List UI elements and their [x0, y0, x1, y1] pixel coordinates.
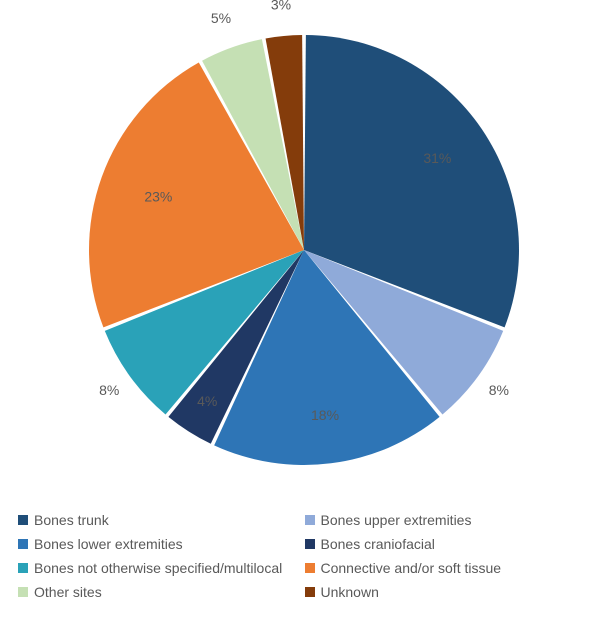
legend-item: Bones not otherwise specified/multilocal — [18, 556, 305, 580]
pie-chart: 31% 8% 18% 4% 8% 23% 5% 3% Bones trunk Bones upp… — [0, 0, 609, 644]
legend-item: Bones craniofacial — [305, 532, 592, 556]
legend-label: Bones not otherwise specified/multilocal — [34, 560, 282, 576]
legend-label: Bones trunk — [34, 512, 109, 528]
slice-label: 8% — [99, 382, 119, 398]
pie-area: 31% 8% 18% 4% 8% 23% 5% 3% — [0, 0, 609, 500]
legend-swatch — [18, 539, 28, 549]
pie-svg: 31% 8% 18% 4% 8% 23% 5% 3% — [0, 0, 609, 500]
slice-label: 23% — [144, 188, 172, 204]
legend-swatch — [18, 515, 28, 525]
slice-label: 5% — [211, 10, 231, 26]
slice-label: 31% — [423, 150, 451, 166]
legend-swatch — [305, 515, 315, 525]
slice-label: 18% — [311, 407, 339, 423]
legend-swatch — [18, 563, 28, 573]
legend-swatch — [18, 587, 28, 597]
legend-item: Other sites — [18, 580, 305, 604]
legend-item: Bones trunk — [18, 508, 305, 532]
legend-swatch — [305, 563, 315, 573]
legend-item: Bones lower extremities — [18, 532, 305, 556]
legend-label: Other sites — [34, 584, 102, 600]
legend-item: Bones upper extremities — [305, 508, 592, 532]
legend-label: Bones craniofacial — [321, 536, 435, 552]
legend-label: Connective and/or soft tissue — [321, 560, 502, 576]
legend-swatch — [305, 587, 315, 597]
slice-label: 8% — [489, 382, 509, 398]
legend-label: Bones upper extremities — [321, 512, 472, 528]
slice-label: 4% — [197, 393, 217, 409]
legend-label: Unknown — [321, 584, 379, 600]
legend: Bones trunk Bones upper extremities Bones … — [18, 508, 591, 604]
legend-item: Unknown — [305, 580, 592, 604]
legend-item: Connective and/or soft tissue — [305, 556, 592, 580]
legend-label: Bones lower extremities — [34, 536, 183, 552]
legend-swatch — [305, 539, 315, 549]
slice-label: 3% — [271, 0, 291, 13]
